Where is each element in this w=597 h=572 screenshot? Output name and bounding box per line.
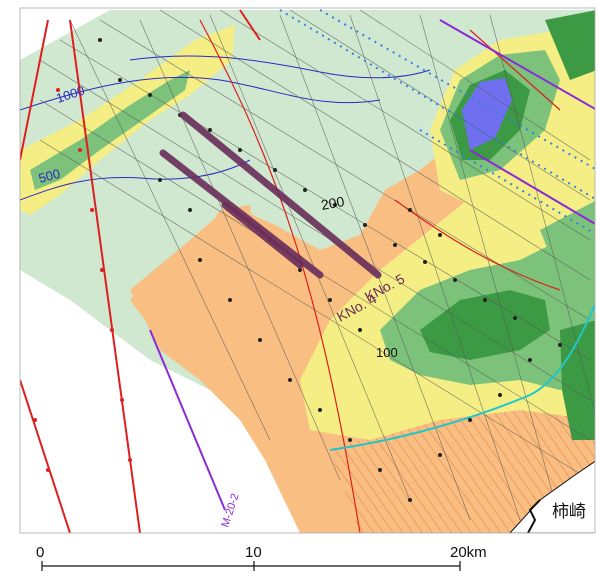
scale-label-10: 10 xyxy=(245,544,262,561)
survey-line-kno4-west xyxy=(221,201,304,269)
zone-dark-green-east xyxy=(420,290,550,360)
fault-lines xyxy=(199,19,561,533)
zone-green-far-ne xyxy=(545,10,595,80)
profile-label-m20-2: M-20-2 xyxy=(219,492,241,529)
cyan-boundary xyxy=(329,302,595,451)
zone-green-sw-tip xyxy=(560,320,595,440)
blue-dotted-lines xyxy=(279,9,595,235)
coastline-stroke xyxy=(527,499,541,533)
contour-label-500: 500 xyxy=(37,166,62,186)
zone-hatched xyxy=(330,380,595,533)
survey-grid xyxy=(39,9,595,521)
purple-lines xyxy=(149,19,595,511)
red-seismic-points xyxy=(33,88,132,472)
red-seismic-lines xyxy=(20,9,261,533)
scale-label-20km: 20km xyxy=(450,544,487,561)
scale-label-0: 0 xyxy=(36,544,44,561)
contour-label-200: 200 xyxy=(320,193,346,213)
zone-orange-west xyxy=(130,205,255,345)
map-frame xyxy=(19,7,596,534)
zone-green-right-edge xyxy=(540,201,595,290)
contour-label-100: 100 xyxy=(376,345,398,360)
place-label-kakizaki: 柿崎 xyxy=(552,502,586,522)
zone-ridge-nw-green xyxy=(30,70,190,190)
scale-bar: 0 10 20km xyxy=(36,544,487,571)
survey-line-kno5 xyxy=(179,111,382,279)
zone-blue-basin xyxy=(462,78,512,150)
